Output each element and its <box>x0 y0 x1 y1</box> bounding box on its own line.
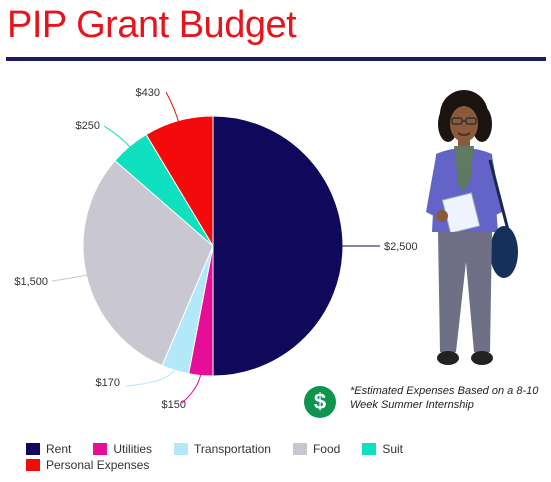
legend-label: Personal Expenses <box>46 458 150 472</box>
legend-swatch <box>26 443 40 455</box>
leader-line-transportation <box>125 366 177 387</box>
legend-item-suit: Suit <box>362 442 403 456</box>
data-label-suit: $250 <box>76 120 100 132</box>
leader-line-suit <box>103 125 133 150</box>
data-label-utilities: $150 <box>162 399 186 411</box>
legend-item-transportation: Transportation <box>174 442 271 456</box>
page-title: PIP Grant Budget <box>7 4 297 46</box>
leader-line-utilities <box>181 371 202 404</box>
data-label-transportation: $170 <box>96 377 120 389</box>
leader-line-personal-expenses <box>165 91 180 125</box>
data-label-rent: $2,500 <box>384 241 418 253</box>
chart-legend: Rent Utilities Transportation Food Suit Perso… <box>26 442 446 472</box>
legend-swatch <box>174 443 189 455</box>
legend-label: Transportation <box>194 442 271 456</box>
legend-item-utilities: Utilities <box>93 442 152 456</box>
pie-slice-rent <box>212 115 344 377</box>
note-text: *Estimated Expenses Based on a 8-10 Week… <box>350 385 539 411</box>
legend-swatch <box>362 443 377 455</box>
data-label-personal-expenses: $430 <box>136 87 160 99</box>
dollar-icon: $ <box>304 386 336 418</box>
legend-label: Utilities <box>113 442 153 456</box>
title-divider <box>6 57 546 61</box>
legend-label: Suit <box>382 442 404 456</box>
legend-item-food: Food <box>292 442 341 456</box>
legend-label: Rent <box>46 442 72 456</box>
leader-line-food <box>51 273 91 282</box>
legend-swatch <box>292 443 307 455</box>
legend-swatch <box>93 443 108 455</box>
legend-item-personal-expenses: Personal Expenses <box>26 458 149 472</box>
person-illustration <box>398 82 528 377</box>
data-label-food: $1,500 <box>14 276 48 288</box>
pie-chart: $2,500 $150 $170 $1,500 $250 $430 <box>14 87 418 411</box>
legend-swatch <box>26 459 40 471</box>
legend-label: Food <box>312 442 341 456</box>
legend-item-rent: Rent <box>26 442 71 456</box>
